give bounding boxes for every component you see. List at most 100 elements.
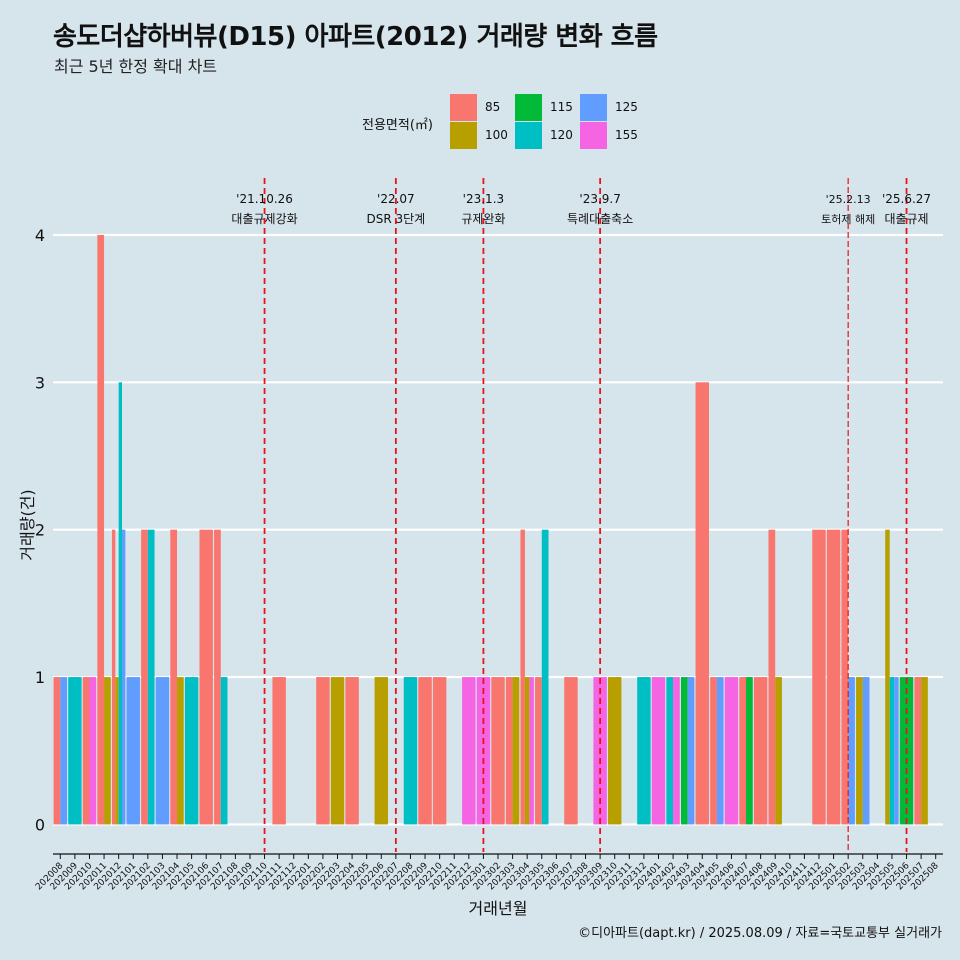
bar-85-202502 xyxy=(841,529,849,825)
bar-85-202412 xyxy=(812,529,826,825)
bar-100-202203 xyxy=(330,677,345,825)
legend-swatch xyxy=(515,122,542,149)
chart-title: 송도더샵하버뷰(D15) 아파트(2012) 거래량 변화 흐름 xyxy=(53,22,658,52)
bar-125-202405 xyxy=(716,677,724,825)
bar-85-202202 xyxy=(316,677,330,825)
legend-swatch xyxy=(450,94,477,121)
event-markers: '21.10.26 대출규제강화 '22.07 DSR 3단계 '23.1.3 규제완화 '… xyxy=(231,178,931,852)
bar-100-202011 xyxy=(104,677,111,825)
bar-85-202210 xyxy=(432,677,447,825)
bar-85-202012 xyxy=(111,529,116,825)
bar-85-202010 xyxy=(82,677,90,825)
event-date-label: '25.2.13 xyxy=(826,193,871,206)
bar-155-202406 xyxy=(724,677,739,825)
bar-115-202407 xyxy=(746,677,753,825)
bar-85-202111 xyxy=(272,677,286,825)
bar-100-202206 xyxy=(374,677,388,825)
bar-85-202008 xyxy=(53,677,61,825)
bar-85-202303 xyxy=(505,677,513,825)
bar-85-202204 xyxy=(345,677,359,825)
y-tick-label: 0 xyxy=(35,815,45,834)
y-tick-label: 1 xyxy=(35,668,45,687)
x-axis-label: 거래년월 xyxy=(469,899,528,918)
legend-label: 100 xyxy=(485,128,508,142)
bar-100-202503 xyxy=(856,677,863,825)
bar-120-202102 xyxy=(147,529,155,825)
bar-120-202208 xyxy=(403,677,418,825)
event-date-label: '23.1.3 xyxy=(463,192,504,206)
bar-85-202107 xyxy=(214,529,221,825)
bar-85-202209 xyxy=(418,677,432,825)
legend-label: 155 xyxy=(615,128,638,142)
bar-100-202303 xyxy=(512,677,520,825)
bar-100-202304 xyxy=(524,677,530,825)
bar-85-202304 xyxy=(520,529,525,825)
bar-125-202505 xyxy=(894,677,899,825)
y-tick-label: 3 xyxy=(35,373,45,392)
bar-125-202403 xyxy=(687,677,695,825)
y-tick-label: 4 xyxy=(35,226,45,245)
event-label: 대출규제 xyxy=(884,212,928,226)
bar-100-202104 xyxy=(177,677,184,825)
y-axis-label: 거래량(건) xyxy=(18,489,37,560)
legend-label: 125 xyxy=(615,100,638,114)
bar-100-202310 xyxy=(608,677,622,825)
bar-155-202402 xyxy=(673,677,680,825)
bar-120-202505 xyxy=(889,677,895,825)
bar-125-202503 xyxy=(862,677,870,825)
bar-85-202011 xyxy=(97,234,105,825)
bar-120-202009 xyxy=(68,677,82,825)
legend-label: 115 xyxy=(550,100,573,114)
bar-85-202104 xyxy=(170,529,178,825)
event-label: DSR 3단계 xyxy=(367,212,426,226)
bar-125-202012 xyxy=(122,529,126,825)
bar-100-202507 xyxy=(921,677,928,825)
chart-subtitle: 최근 5년 한정 확대 차트 xyxy=(54,57,218,76)
bars xyxy=(53,234,928,825)
bar-85-202302 xyxy=(491,677,505,825)
bar-120-202402 xyxy=(666,677,674,825)
legend-label: 120 xyxy=(550,128,573,142)
event-label: 대출규제강화 xyxy=(231,212,297,226)
event-label: 특례대출축소 xyxy=(567,212,633,226)
legend-swatch xyxy=(450,122,477,149)
legend-title: 전용면적(㎡) xyxy=(362,118,433,133)
bar-100-202012 xyxy=(115,677,119,825)
bar-85-202409 xyxy=(768,529,776,825)
bar-85-202405 xyxy=(710,677,717,825)
source-caption: ©디아파트(dapt.kr) / 2025.08.09 / 자료=국토교통부 실… xyxy=(578,926,942,941)
bar-125-202101 xyxy=(126,677,140,825)
bar-120-202105 xyxy=(184,677,199,825)
bar-120-202012 xyxy=(118,382,123,825)
bar-155-202010 xyxy=(89,677,97,825)
bar-85-202106 xyxy=(199,529,213,825)
bar-155-202401 xyxy=(651,677,666,825)
bar-120-202107 xyxy=(220,677,228,825)
event-label: 규제완화 xyxy=(461,212,505,226)
bar-125-202103 xyxy=(155,677,170,825)
bar-115-202403 xyxy=(680,677,688,825)
bar-85-202507 xyxy=(914,677,922,825)
bar-120-202305 xyxy=(541,529,549,825)
legend-swatch xyxy=(580,122,607,149)
event-date-label: '21.10.26 xyxy=(236,192,293,206)
bar-155-202212 xyxy=(462,677,476,825)
bar-100-202505 xyxy=(885,529,890,825)
bar-85-202501 xyxy=(826,529,841,825)
event-date-label: '25.6.27 xyxy=(882,192,931,206)
legend-label: 85 xyxy=(485,100,501,114)
axes: 0123420200820200920201020201120201220210… xyxy=(34,226,943,892)
legend-swatch xyxy=(515,94,542,121)
y-tick-label: 2 xyxy=(35,521,45,540)
bar-155-202304 xyxy=(529,677,534,825)
bar-125-202502 xyxy=(848,677,855,825)
legend-swatch xyxy=(580,94,607,121)
bar-85-202307 xyxy=(564,677,578,825)
event-date-label: '23.9.7 xyxy=(579,192,620,206)
bar-120-202312 xyxy=(637,677,651,825)
bar-125-202008 xyxy=(60,677,68,825)
event-label: 토허제 해제 xyxy=(821,212,875,226)
event-date-label: '22.07 xyxy=(377,192,415,206)
bar-100-202409 xyxy=(775,677,782,825)
